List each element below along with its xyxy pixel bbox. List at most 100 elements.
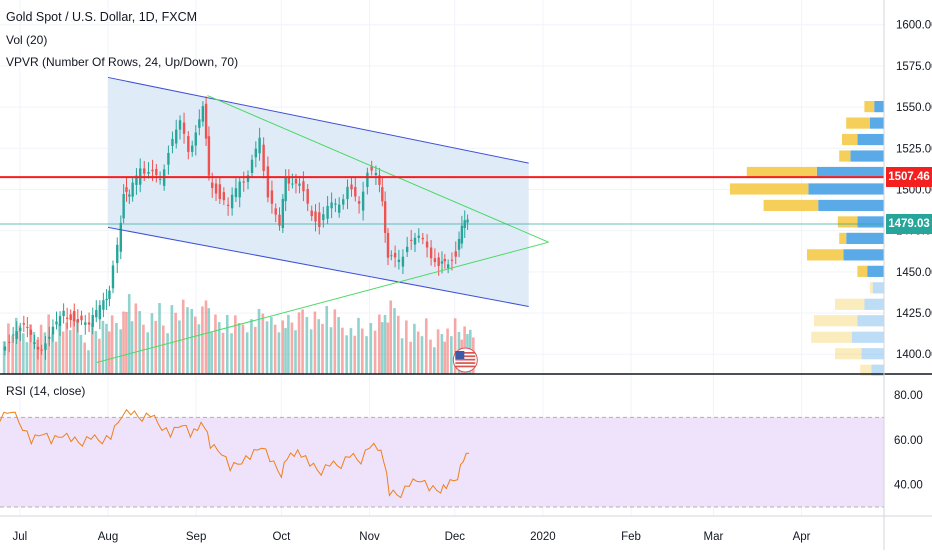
volume-bar: [424, 318, 428, 374]
candle-body: [281, 198, 285, 229]
drawn-lines[interactable]: [0, 76, 884, 363]
candle-body: [401, 256, 405, 267]
candle-body: [84, 322, 87, 325]
triangle-lower-line[interactable]: [96, 241, 549, 363]
candle-body: [143, 168, 146, 174]
volume-bar: [32, 331, 36, 374]
volume-bar: [217, 322, 221, 374]
vpvr-up-bar: [864, 298, 884, 310]
us-flag-event-icon[interactable]: [452, 347, 478, 373]
volume-bar: [51, 334, 54, 374]
volume-bar: [416, 331, 420, 374]
volume-bar: [79, 334, 83, 374]
vpvr-up-bar: [857, 216, 884, 228]
volume-bar: [98, 338, 101, 374]
volume-bar: [11, 335, 14, 374]
volume-profile: [730, 100, 884, 376]
vpvr-down-bar: [814, 315, 858, 327]
price-tick-label: 1575.00: [896, 61, 932, 73]
vpvr-up-bar: [857, 133, 884, 146]
candle-body: [454, 251, 457, 257]
candle-body: [346, 186, 349, 200]
volume-bar: [429, 339, 432, 374]
price-channel[interactable]: [108, 77, 529, 307]
volume-bar: [7, 323, 10, 374]
channel-lower-line[interactable]: [107, 226, 529, 307]
time-tick-label: Nov: [359, 531, 380, 543]
volume-bar: [396, 315, 400, 374]
volume-bar: [47, 314, 50, 374]
vpvr-down-bar: [870, 282, 873, 294]
candle-body: [214, 183, 218, 194]
candle-body: [44, 343, 47, 350]
candle-body: [22, 323, 26, 325]
price-tick-label: 1425.00: [896, 308, 932, 320]
volume-bar: [54, 341, 58, 374]
candle-body: [410, 239, 413, 241]
volume-bar: [365, 336, 368, 374]
volume-bar: [301, 309, 304, 374]
volume-bar: [18, 325, 22, 374]
volume-bar: [119, 329, 122, 374]
volume-bar: [273, 324, 277, 374]
vpvr-up-bar: [851, 331, 884, 343]
volume-bar: [61, 331, 65, 374]
symbol-legend[interactable]: Gold Spot / U.S. Dollar, 1D, FXCM: [6, 10, 198, 24]
candle-body: [246, 175, 250, 182]
vpvr-up-bar: [818, 199, 884, 212]
candle-body: [306, 188, 309, 204]
volume-bar: [2, 341, 6, 374]
volume-bar: [357, 317, 360, 374]
volume-bar: [230, 333, 233, 374]
candle-body: [310, 210, 313, 217]
candle-body: [254, 148, 258, 158]
candle-body: [238, 181, 241, 198]
time-tick-label: Dec: [445, 531, 466, 543]
candle-body: [80, 315, 83, 321]
vpvr-legend[interactable]: VPVR (Number Of Rows, 24, Up/Down, 70): [6, 55, 239, 69]
volume-bar: [150, 313, 154, 374]
volume-bar: [241, 324, 245, 374]
candle-body: [429, 247, 433, 259]
volume-legend[interactable]: Vol (20): [6, 33, 48, 47]
volume-bar: [105, 323, 108, 374]
rsi-legend[interactable]: RSI (14, close): [6, 384, 86, 398]
candle-body: [466, 219, 469, 223]
volume-bar: [317, 319, 321, 374]
volume-bar: [389, 300, 393, 374]
volume-bar: [90, 323, 94, 374]
vpvr-down-bar: [842, 133, 858, 146]
candle-body: [95, 310, 98, 318]
volume-bar: [257, 308, 261, 374]
candle-body: [204, 103, 208, 139]
volume-bar: [250, 319, 253, 374]
price-tick-label: 1600.00: [896, 20, 932, 32]
volume-bar: [204, 300, 208, 374]
volume-bar: [345, 335, 348, 374]
volume-bar: [420, 336, 424, 374]
candle-body: [187, 136, 190, 152]
candle-body: [182, 122, 186, 134]
vpvr-up-bar: [857, 315, 884, 327]
triangle-upper-line[interactable]: [207, 95, 549, 243]
volume-bar: [186, 307, 189, 374]
candle-body: [393, 252, 397, 258]
volume-bar: [443, 341, 447, 374]
volume-bar: [146, 332, 149, 374]
candle-body: [262, 144, 265, 172]
price-tick-label: 1525.00: [896, 143, 932, 155]
candle-body: [58, 316, 62, 327]
rsi-band: [0, 417, 884, 508]
vpvr-up-bar: [872, 282, 884, 294]
volume-bar: [400, 338, 404, 374]
volume-bar: [237, 323, 241, 374]
candle-body: [298, 183, 301, 186]
candle-body: [40, 349, 43, 351]
vpvr-down-bar: [807, 249, 844, 261]
candle-body: [119, 222, 123, 252]
candle-body: [125, 187, 128, 192]
channel-upper-line[interactable]: [107, 76, 529, 164]
volume-bar: [405, 320, 408, 374]
